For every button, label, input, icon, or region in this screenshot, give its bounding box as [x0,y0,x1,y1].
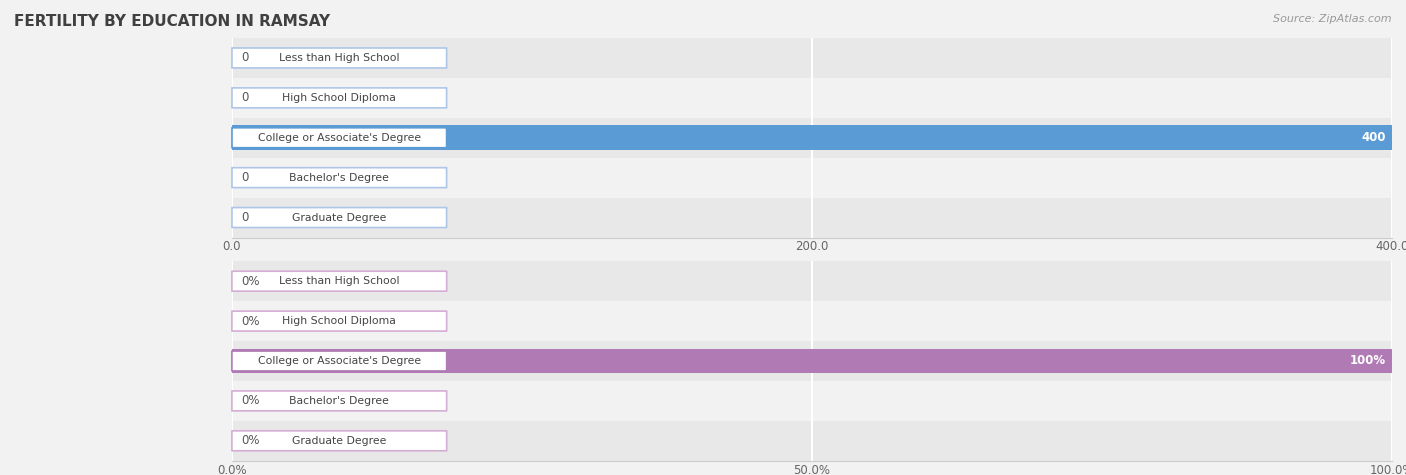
Bar [232,381,1392,421]
Bar [232,421,1392,461]
FancyBboxPatch shape [232,128,447,148]
Text: Less than High School: Less than High School [278,53,399,63]
Text: FERTILITY BY EDUCATION IN RAMSAY: FERTILITY BY EDUCATION IN RAMSAY [14,14,330,29]
Text: Bachelor's Degree: Bachelor's Degree [290,172,389,183]
Text: Less than High School: Less than High School [278,276,399,286]
FancyBboxPatch shape [232,208,447,228]
Bar [232,198,1392,238]
Text: 0%: 0% [242,434,260,447]
Bar [232,78,1392,118]
Text: 0: 0 [242,91,249,104]
Text: 100%: 100% [1350,354,1386,368]
FancyBboxPatch shape [232,391,447,411]
FancyBboxPatch shape [232,431,447,451]
Text: 0: 0 [242,171,249,184]
FancyBboxPatch shape [232,88,447,108]
Bar [232,38,1392,78]
Text: 0%: 0% [242,275,260,288]
Text: High School Diploma: High School Diploma [283,316,396,326]
FancyBboxPatch shape [232,48,447,68]
Text: 0: 0 [242,51,249,65]
Bar [232,158,1392,198]
Text: Bachelor's Degree: Bachelor's Degree [290,396,389,406]
Text: College or Associate's Degree: College or Associate's Degree [257,356,420,366]
Text: Source: ZipAtlas.com: Source: ZipAtlas.com [1274,14,1392,24]
FancyBboxPatch shape [232,168,447,188]
FancyBboxPatch shape [232,271,447,291]
Bar [232,341,1392,381]
FancyBboxPatch shape [232,351,447,371]
Bar [232,349,1392,373]
Text: 0: 0 [242,211,249,224]
Text: 0%: 0% [242,394,260,408]
Text: College or Associate's Degree: College or Associate's Degree [257,133,420,143]
Bar [232,261,1392,301]
Bar [232,125,1392,150]
Text: 400: 400 [1361,131,1386,144]
Text: Graduate Degree: Graduate Degree [292,212,387,223]
Text: High School Diploma: High School Diploma [283,93,396,103]
Text: 0%: 0% [242,314,260,328]
Bar [232,301,1392,341]
Bar [232,118,1392,158]
FancyBboxPatch shape [232,311,447,331]
Text: Graduate Degree: Graduate Degree [292,436,387,446]
